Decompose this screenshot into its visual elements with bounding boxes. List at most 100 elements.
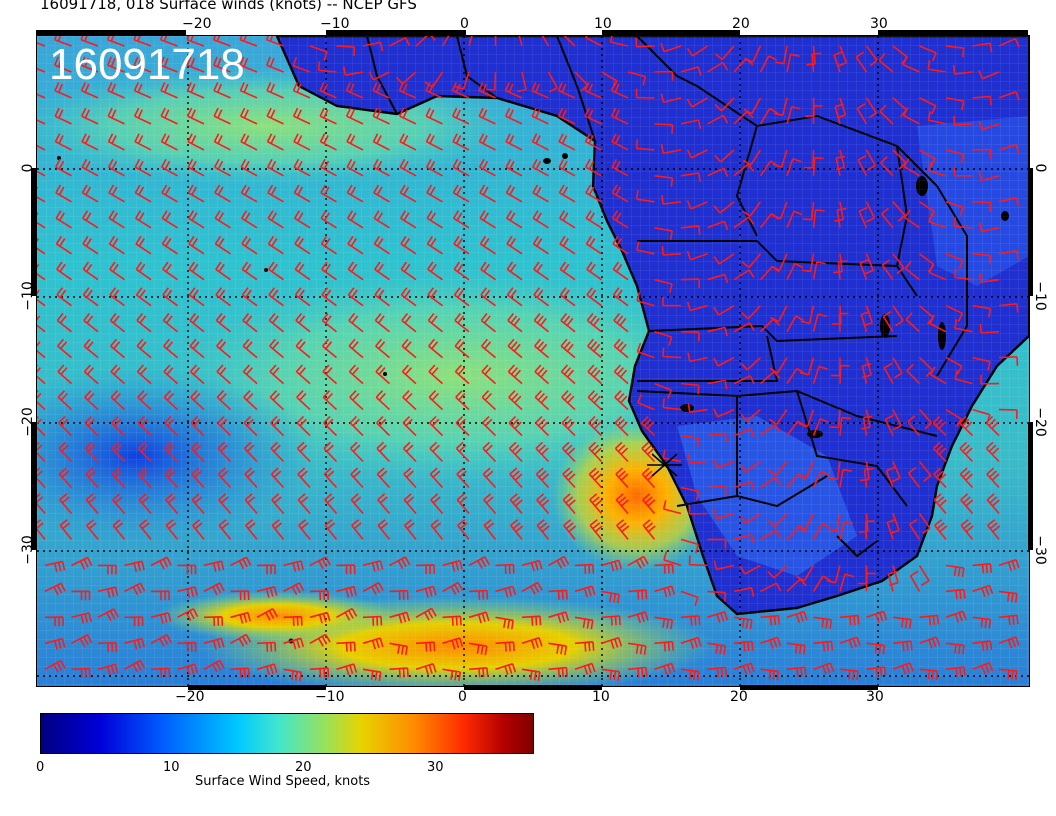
- wind-barb: [906, 363, 921, 385]
- wind-barb: [187, 184, 205, 203]
- wind-barb: [504, 107, 523, 125]
- wind-barb: [240, 133, 258, 151]
- wind-barb: [713, 408, 735, 418]
- wind-barb: [54, 133, 72, 151]
- wind-barb: [294, 287, 311, 307]
- wind-barb: [138, 493, 152, 515]
- wind-barb: [244, 493, 258, 515]
- wind-barb: [680, 590, 699, 607]
- wind-barb: [833, 51, 843, 73]
- wind-barb: [636, 343, 655, 359]
- wind-barb: [213, 158, 231, 177]
- wind-barb: [680, 330, 700, 342]
- wind-barb: [998, 668, 1018, 680]
- wind-barb: [786, 105, 801, 125]
- wind-barb: [479, 235, 496, 255]
- wind-barb: [508, 441, 523, 463]
- wind-barb: [812, 209, 825, 228]
- wind-barb: [918, 357, 934, 378]
- wind-barb: [680, 615, 701, 626]
- wind-barb: [56, 313, 72, 333]
- wind-barb: [972, 563, 992, 574]
- wind-barb: [426, 184, 443, 203]
- wind-barb: [760, 529, 782, 541]
- wind-barb: [190, 415, 205, 437]
- wind-barb: [857, 154, 868, 177]
- wind-barb: [430, 519, 444, 540]
- wind-barb: [662, 347, 682, 359]
- wind-barb: [548, 666, 568, 678]
- wind-barb: [242, 338, 258, 359]
- wind-barb: [885, 466, 896, 488]
- wind-barb: [37, 364, 46, 385]
- wind-barbs: [37, 36, 1020, 682]
- wind-barb: [44, 659, 66, 673]
- wind-barb: [760, 476, 782, 489]
- wind-barb: [828, 461, 841, 481]
- wind-barb: [377, 493, 391, 515]
- wind-barb: [108, 184, 125, 203]
- wind-barb: [534, 390, 550, 411]
- wind-barb: [786, 315, 805, 333]
- wind-barb: [686, 301, 708, 312]
- wind-barb: [892, 253, 905, 275]
- wind-barb: [866, 642, 886, 655]
- wind-barb: [399, 184, 417, 203]
- wind-barb: [760, 636, 782, 649]
- wind-barb: [452, 158, 470, 177]
- bottom-lon-tick: 20: [730, 689, 748, 705]
- wind-barb: [53, 36, 72, 47]
- wind-barb: [884, 414, 894, 436]
- wind-barb: [241, 261, 258, 281]
- wind-barb: [535, 467, 550, 489]
- wind-barb: [574, 641, 595, 652]
- wind-barb: [860, 311, 871, 332]
- wind-barb: [177, 586, 198, 598]
- wind-barb: [137, 415, 152, 437]
- wind-barb: [372, 107, 390, 125]
- wind-barb: [401, 338, 417, 359]
- wind-barb: [377, 519, 391, 540]
- wind-barb: [266, 107, 284, 125]
- wind-barb: [506, 235, 523, 255]
- wind-barb: [425, 158, 443, 177]
- wind-barb: [635, 139, 655, 151]
- wind-barb: [613, 338, 629, 359]
- wind-barb: [37, 313, 46, 333]
- wind-barb: [266, 56, 284, 73]
- wind-barb: [680, 668, 700, 681]
- wind-barb: [641, 415, 656, 437]
- wind-barb: [505, 184, 523, 203]
- wind-barb: [918, 460, 932, 482]
- wind-barb: [945, 45, 965, 58]
- wind-barb: [165, 519, 179, 540]
- wind-barb: [309, 611, 331, 624]
- wind-barb: [164, 415, 179, 437]
- wind-barb: [509, 467, 523, 489]
- wind-barb: [59, 493, 73, 515]
- wind-barb: [663, 551, 682, 567]
- wind-barb: [739, 512, 761, 524]
- wind-barb: [979, 273, 1000, 283]
- wind-barb: [218, 493, 232, 515]
- wind-barb: [346, 133, 364, 151]
- wind-barb: [56, 287, 72, 307]
- wind-barb: [786, 158, 802, 177]
- wind-barb: [97, 642, 118, 653]
- wind-barb: [801, 253, 815, 273]
- wind-barb: [654, 382, 673, 399]
- wind-barb: [627, 611, 649, 624]
- wind-barb: [654, 585, 676, 598]
- wind-barb: [81, 133, 99, 151]
- wind-barb: [505, 133, 523, 151]
- wind-barb: [37, 263, 46, 281]
- wind-barb: [510, 519, 524, 540]
- wind-barb: [336, 607, 358, 621]
- wind-barb: [163, 364, 179, 385]
- wind-barb: [862, 415, 873, 436]
- wind-barb: [319, 107, 337, 125]
- wind-barb: [680, 434, 700, 448]
- wind-barb: [213, 56, 231, 73]
- wind-barb: [164, 467, 179, 489]
- wind-barb: [954, 319, 973, 333]
